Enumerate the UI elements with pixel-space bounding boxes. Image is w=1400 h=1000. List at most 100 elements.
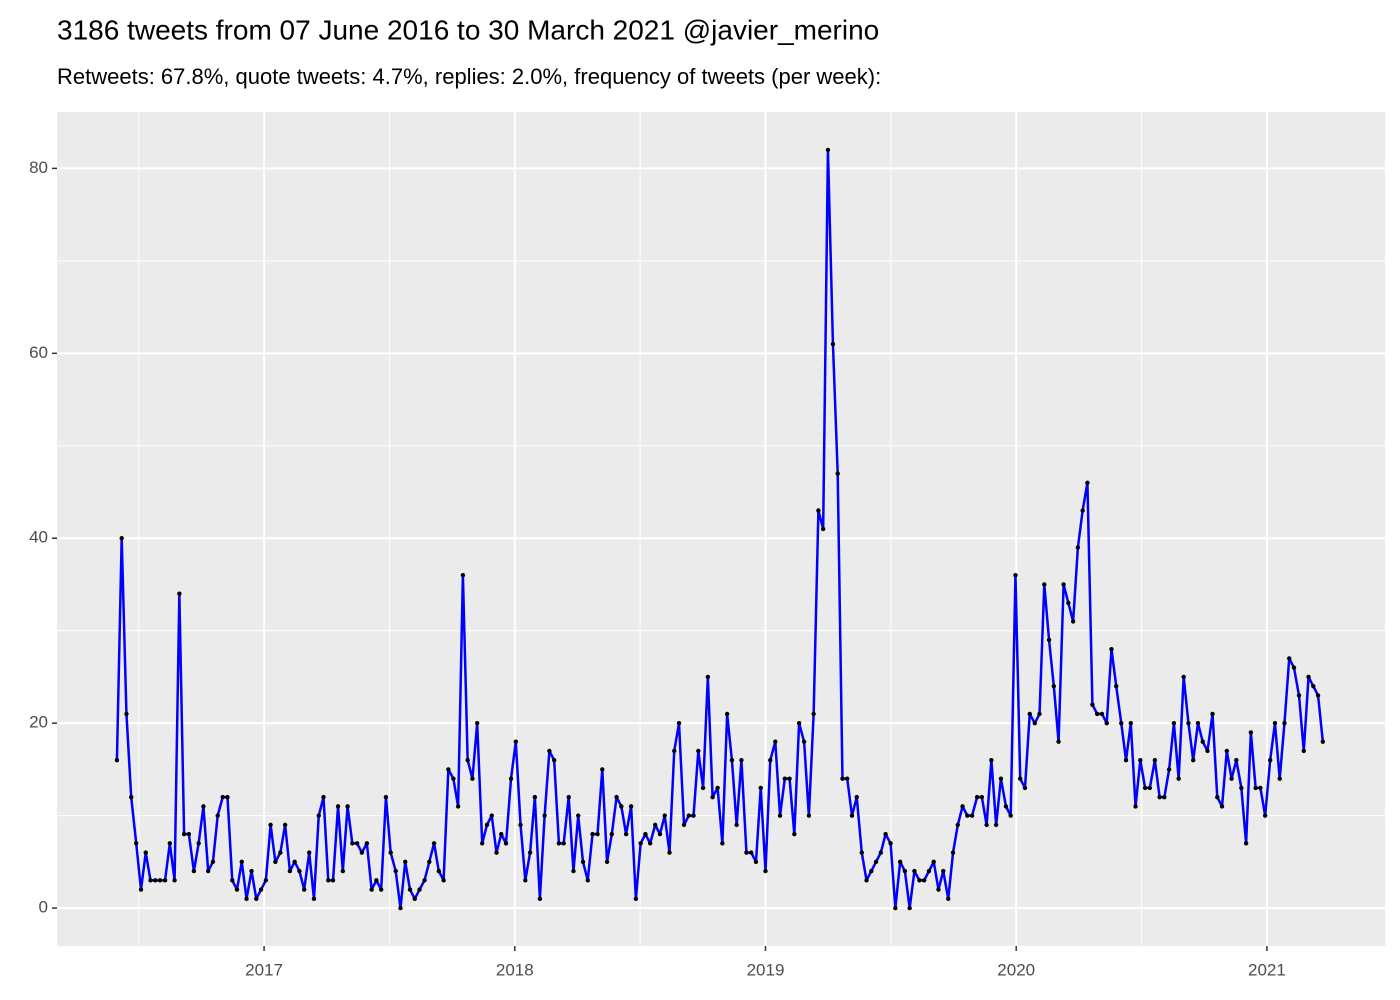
point bbox=[196, 841, 201, 846]
point bbox=[917, 878, 922, 883]
point bbox=[1133, 804, 1138, 809]
point bbox=[350, 841, 355, 846]
point bbox=[1037, 711, 1042, 717]
point bbox=[326, 878, 331, 883]
point bbox=[359, 850, 365, 855]
point bbox=[474, 720, 480, 726]
point bbox=[1123, 757, 1129, 763]
point bbox=[854, 794, 859, 800]
point bbox=[167, 841, 173, 846]
point bbox=[451, 776, 456, 781]
point bbox=[220, 794, 225, 800]
point bbox=[869, 868, 874, 874]
y-tick-label: 20 bbox=[29, 713, 48, 732]
point bbox=[1267, 757, 1273, 763]
point bbox=[686, 813, 691, 818]
point bbox=[825, 147, 831, 153]
point bbox=[893, 905, 898, 911]
point bbox=[263, 878, 269, 883]
point bbox=[513, 739, 518, 744]
point bbox=[926, 868, 932, 874]
point bbox=[681, 822, 687, 828]
point bbox=[566, 794, 571, 800]
point bbox=[614, 794, 619, 800]
point bbox=[138, 887, 144, 892]
plot-panel bbox=[57, 112, 1385, 946]
point bbox=[403, 859, 408, 865]
point bbox=[806, 813, 812, 818]
point bbox=[1018, 776, 1023, 781]
point bbox=[1181, 674, 1186, 680]
point bbox=[667, 850, 672, 855]
point bbox=[835, 471, 840, 476]
point bbox=[494, 850, 499, 855]
point bbox=[1104, 720, 1109, 726]
point bbox=[979, 794, 985, 800]
point bbox=[989, 757, 994, 763]
chart-subtitle: Retweets: 67.8%, quote tweets: 4.7%, rep… bbox=[57, 64, 881, 89]
y-tick-label: 0 bbox=[39, 898, 48, 917]
point bbox=[148, 878, 153, 883]
point bbox=[873, 859, 879, 865]
point bbox=[1224, 748, 1230, 754]
point bbox=[1243, 841, 1249, 846]
point bbox=[499, 831, 504, 837]
point bbox=[1099, 711, 1105, 717]
point bbox=[369, 887, 374, 892]
point bbox=[234, 887, 240, 892]
point bbox=[388, 850, 393, 855]
point bbox=[1138, 757, 1143, 763]
point bbox=[1051, 683, 1057, 689]
point bbox=[422, 878, 427, 883]
point bbox=[330, 878, 336, 883]
point bbox=[412, 896, 417, 902]
point bbox=[623, 831, 629, 837]
point bbox=[527, 850, 533, 855]
point bbox=[585, 878, 590, 883]
y-tick-label: 60 bbox=[29, 343, 48, 362]
point bbox=[1272, 720, 1278, 726]
point bbox=[1320, 739, 1326, 744]
point bbox=[941, 868, 946, 874]
point bbox=[878, 850, 884, 855]
point bbox=[1229, 776, 1234, 781]
point bbox=[1090, 702, 1095, 707]
point bbox=[134, 841, 139, 846]
point bbox=[1070, 619, 1076, 624]
point bbox=[1239, 785, 1244, 791]
point bbox=[244, 896, 249, 902]
point bbox=[1315, 693, 1321, 698]
point bbox=[119, 536, 124, 541]
point bbox=[773, 739, 778, 744]
point bbox=[792, 831, 797, 837]
point bbox=[729, 757, 735, 763]
point bbox=[604, 859, 610, 865]
point bbox=[993, 822, 999, 828]
point bbox=[273, 859, 278, 865]
point bbox=[431, 841, 437, 846]
point bbox=[484, 822, 490, 828]
point bbox=[715, 785, 720, 791]
point bbox=[1162, 794, 1167, 800]
point bbox=[1003, 804, 1009, 809]
point bbox=[181, 831, 187, 837]
point bbox=[282, 822, 288, 828]
point bbox=[1301, 748, 1306, 754]
point bbox=[907, 905, 912, 911]
point bbox=[1022, 785, 1028, 791]
point bbox=[710, 794, 715, 800]
point bbox=[441, 878, 446, 883]
point bbox=[287, 868, 293, 874]
point bbox=[796, 720, 802, 726]
point bbox=[455, 804, 461, 809]
point bbox=[749, 850, 754, 855]
point bbox=[1186, 720, 1191, 726]
point bbox=[162, 878, 168, 883]
point bbox=[489, 813, 494, 818]
point bbox=[638, 841, 643, 846]
point bbox=[258, 887, 264, 892]
point bbox=[590, 831, 595, 837]
point bbox=[619, 804, 624, 809]
point bbox=[1152, 757, 1158, 763]
